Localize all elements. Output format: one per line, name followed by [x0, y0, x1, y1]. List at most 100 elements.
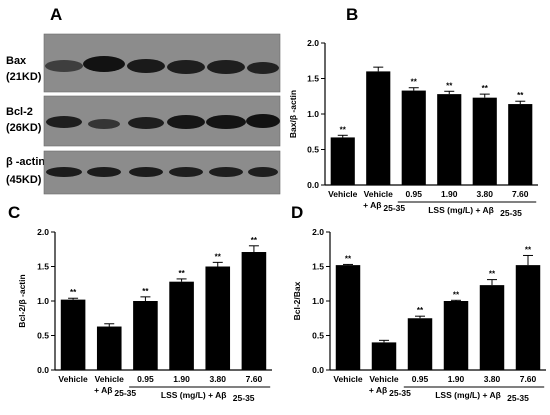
blot-band — [246, 114, 280, 128]
blot-band — [46, 116, 82, 128]
significance-marker: ** — [178, 269, 185, 278]
category-label-subscript: 25-35 — [383, 203, 405, 213]
group-label-subscript: 25-35 — [233, 393, 255, 403]
blot-row-label-actin: β -actin — [6, 156, 45, 168]
blot-band — [209, 167, 243, 177]
category-label: 3.80 — [209, 374, 226, 384]
blot-band — [248, 167, 278, 177]
category-label: 0.95 — [405, 189, 422, 199]
y-tick-label: 2.0 — [37, 227, 49, 237]
blot-band — [45, 60, 83, 72]
category-label: + Aβ — [369, 385, 387, 395]
blot-strip-bcl2 — [43, 95, 281, 147]
y-axis-title: Bcl-2/β -actin — [17, 274, 27, 327]
bar — [437, 94, 462, 185]
panel-label-b: B — [346, 5, 358, 24]
category-label: 3.80 — [484, 374, 501, 384]
blot-band — [87, 167, 121, 177]
blot-row-label-bax: Bax — [6, 55, 27, 67]
y-tick-label: 1.0 — [307, 109, 319, 119]
category-label-subscript: 25-35 — [389, 388, 411, 398]
category-label: 7.60 — [246, 374, 263, 384]
bar — [472, 97, 497, 185]
category-label: Vehicle — [364, 189, 394, 199]
bar — [443, 301, 469, 370]
bar-chart-ratio-panel: D 0.0 0.5 1.0 1.5 2.0 Bcl-2/Bax ** ** ** ** ** Vehic… — [291, 203, 546, 403]
significance-marker: ** — [446, 81, 453, 90]
significance-marker: ** — [251, 236, 258, 245]
y-tick-label: 0.5 — [307, 145, 319, 155]
significance-marker: ** — [489, 270, 496, 279]
bar — [366, 71, 391, 185]
y-tick-label: 0.5 — [312, 331, 324, 341]
bar-chart-bax-panel: B 0.0 0.5 1.0 1.5 2.0 Bax/β -actin ** ** ** ** ** Ve… — [288, 5, 538, 218]
bar — [508, 104, 533, 185]
significance-marker: ** — [70, 288, 77, 297]
bar — [479, 285, 505, 370]
bar — [133, 301, 158, 370]
blot-border — [43, 150, 281, 195]
blot-band — [206, 115, 246, 129]
y-tick-label: 0.0 — [37, 365, 49, 375]
blot-strip-bax — [43, 33, 281, 93]
group-label: LSS (mg/L) + Aβ — [161, 390, 227, 400]
bar — [330, 137, 355, 185]
y-tick-label: 1.5 — [37, 262, 49, 272]
category-label: Vehicle — [333, 374, 363, 384]
y-tick-label: 0.5 — [37, 331, 49, 341]
category-label: Vehicle — [369, 374, 399, 384]
bar — [371, 342, 397, 370]
blot-band — [128, 117, 164, 129]
bar — [60, 299, 86, 370]
blot-band — [83, 56, 125, 72]
blot-row-label-bcl2: Bcl-2 — [6, 106, 33, 118]
significance-marker: ** — [142, 287, 149, 296]
significance-marker: ** — [517, 91, 524, 100]
y-axis-title: Bax/β -actin — [288, 90, 298, 138]
panel-label-d: D — [291, 203, 303, 222]
category-label: Vehicle — [58, 374, 88, 384]
category-label-subscript: 25-35 — [114, 388, 136, 398]
y-tick-label: 2.0 — [307, 38, 319, 48]
group-label: LSS (mg/L) + Aβ — [435, 390, 501, 400]
blot-band — [207, 60, 245, 74]
blot-band — [169, 167, 203, 177]
y-tick-label: 0.0 — [312, 365, 324, 375]
panel-label-c: C — [8, 203, 20, 222]
significance-marker: ** — [345, 254, 352, 263]
category-label: + Aβ — [94, 385, 112, 395]
bar — [96, 326, 122, 370]
blot-band — [129, 167, 163, 177]
group-label-subscript: 25-35 — [507, 393, 529, 403]
blot-row-size-actin: (45KD) — [6, 174, 42, 186]
category-label: 7.60 — [512, 189, 529, 199]
significance-marker: ** — [525, 245, 532, 254]
category-label: 1.90 — [441, 189, 458, 199]
category-label: + Aβ — [363, 200, 381, 210]
blot-row-size-bax: (21KD) — [6, 71, 42, 83]
bar — [335, 265, 361, 370]
category-label: 7.60 — [520, 374, 537, 384]
bar — [241, 252, 267, 370]
y-tick-label: 1.0 — [37, 296, 49, 306]
blot-band — [46, 167, 82, 177]
blot-band — [127, 59, 165, 73]
blot-labels: Bax (21KD) Bcl-2 (26KD) β -actin (45KD) — [6, 55, 45, 186]
bar — [205, 266, 231, 370]
group-label-subscript: 25-35 — [500, 208, 522, 218]
y-tick-label: 1.5 — [312, 262, 324, 272]
category-label: 1.90 — [173, 374, 190, 384]
significance-marker: ** — [482, 84, 489, 93]
category-label: Vehicle — [328, 189, 358, 199]
blot-band — [167, 115, 205, 129]
bar-chart-bcl2-panel: C 0.0 0.5 1.0 1.5 2.0 Bcl-2/β -actin ** ** ** ** **… — [8, 203, 272, 403]
category-label: 1.90 — [448, 374, 465, 384]
western-blot-panel: A Bax (21KD) Bcl-2 (26KD) β -actin (45KD… — [6, 5, 281, 195]
bar — [169, 281, 194, 370]
y-tick-label: 1.0 — [312, 296, 324, 306]
category-label: 0.95 — [137, 374, 154, 384]
bar — [407, 318, 433, 370]
blot-border — [43, 33, 281, 93]
